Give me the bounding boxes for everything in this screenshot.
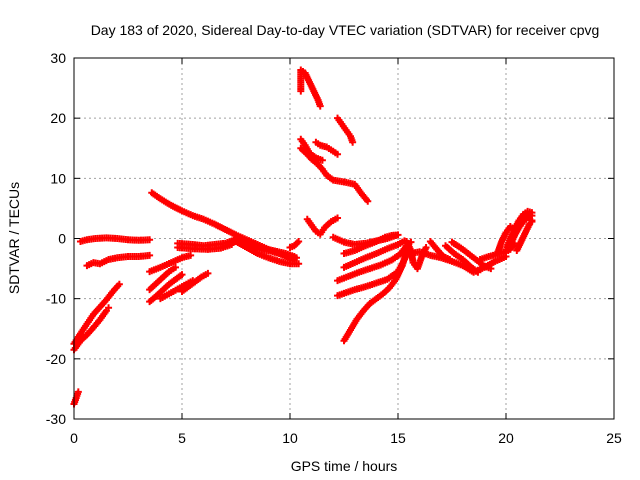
data-point — [316, 102, 324, 110]
data-point — [187, 251, 195, 259]
x-tick-label: 10 — [282, 430, 298, 446]
data-point — [172, 263, 180, 271]
y-tick-label: 20 — [50, 110, 66, 126]
x-tick-label: 25 — [606, 430, 622, 446]
data-point — [146, 251, 154, 259]
data-point — [334, 150, 342, 158]
data-point — [474, 268, 482, 276]
data-point — [394, 231, 402, 239]
data-point — [295, 238, 303, 246]
y-tick-label: 0 — [58, 231, 66, 247]
data-point — [422, 244, 430, 252]
x-tick-label: 20 — [498, 430, 514, 446]
x-tick-label: 0 — [70, 430, 78, 446]
x-tick-label: 5 — [178, 430, 186, 446]
y-tick-label: 10 — [50, 170, 66, 186]
y-tick-label: -10 — [46, 291, 66, 307]
data-point — [528, 209, 536, 217]
data-point — [74, 388, 82, 396]
chart-title: Day 183 of 2020, Sidereal Day-to-day VTE… — [91, 22, 600, 38]
x-tick-label: 15 — [390, 430, 406, 446]
y-axis-label: SDTVAR / TECUs — [6, 182, 22, 294]
data-point — [105, 304, 113, 312]
data-point — [295, 260, 303, 268]
data-point — [349, 138, 357, 146]
data-point — [178, 271, 186, 279]
y-tick-label: -20 — [46, 351, 66, 367]
y-tick-label: -30 — [46, 411, 66, 427]
data-point — [204, 269, 212, 277]
y-tick-label: 30 — [50, 50, 66, 66]
x-axis-label: GPS time / hours — [291, 458, 398, 474]
data-point — [364, 197, 372, 205]
data-point — [146, 236, 154, 244]
data-point — [487, 265, 495, 273]
data-point — [446, 256, 454, 264]
data-point — [528, 218, 536, 226]
data-point — [318, 156, 326, 164]
data-point — [115, 280, 123, 288]
data-point — [334, 214, 342, 222]
data-point — [290, 253, 298, 261]
axis-ticks: 0 5 10 15 20 25 -30 -20 -10 0 10 20 30 — [46, 50, 622, 446]
data-points — [70, 66, 536, 408]
